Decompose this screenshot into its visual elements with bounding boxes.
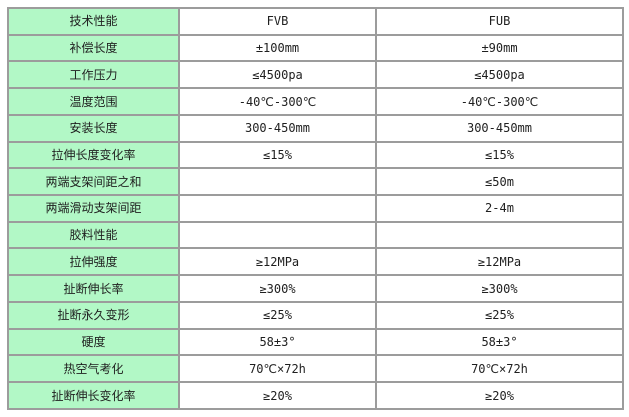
table-row: 拉伸强度 ≥12MPa ≥12MPa	[7, 247, 624, 277]
row-label-cell: 两端滑动支架间距	[7, 194, 180, 223]
row-label-cell: 硬度	[7, 327, 180, 357]
fub-value-cell: ≥12MPa	[375, 247, 624, 277]
row-label-cell: 两端支架间距之和	[7, 167, 180, 197]
fvb-value-cell: ≥300%	[178, 274, 377, 303]
fub-value-cell: 2-4m	[375, 194, 624, 223]
table-row: 温度范围 -40℃-300℃ -40℃-300℃	[7, 87, 624, 116]
fvb-value-cell	[178, 194, 377, 223]
fub-value-cell	[375, 220, 624, 250]
spec-table-body: 技术性能 FVB FUB 补偿长度 ±100mm ±90mm 工作压力 ≤450…	[7, 7, 624, 410]
fub-value-cell: ≤25%	[375, 300, 624, 330]
fub-value-cell: FUB	[375, 7, 624, 36]
row-label-cell: 扯断永久变形	[7, 300, 180, 330]
table-row: 扯断伸长变化率 ≥20% ≥20%	[7, 381, 624, 410]
table-header-row: 技术性能 FVB FUB	[7, 7, 624, 36]
fub-value-cell: ≥20%	[375, 381, 624, 410]
row-label-cell: 安装长度	[7, 113, 180, 143]
fvb-value-cell: 70℃×72h	[178, 354, 377, 384]
row-label-cell: 拉伸长度变化率	[7, 140, 180, 170]
row-label-cell: 胶料性能	[7, 220, 180, 250]
fub-value-cell: ≤15%	[375, 140, 624, 170]
fub-value-cell: ≥300%	[375, 274, 624, 303]
table-row: 硬度 58±3° 58±3°	[7, 327, 624, 357]
fub-value-cell: 70℃×72h	[375, 354, 624, 384]
fub-value-cell: -40℃-300℃	[375, 87, 624, 116]
table-row: 胶料性能	[7, 220, 624, 250]
fub-value-cell: 58±3°	[375, 327, 624, 357]
row-label-cell: 技术性能	[7, 7, 180, 36]
table-row: 两端支架间距之和 ≤50m	[7, 167, 624, 197]
row-label-cell: 扯断伸长率	[7, 274, 180, 303]
fvb-value-cell: ≤25%	[178, 300, 377, 330]
spec-table-container: 技术性能 FVB FUB 补偿长度 ±100mm ±90mm 工作压力 ≤450…	[7, 7, 624, 410]
fvb-value-cell	[178, 167, 377, 197]
fvb-value-cell	[178, 220, 377, 250]
table-row: 热空气考化 70℃×72h 70℃×72h	[7, 354, 624, 384]
row-label-cell: 温度范围	[7, 87, 180, 116]
table-row: 补偿长度 ±100mm ±90mm	[7, 33, 624, 63]
fvb-value-cell: 300-450mm	[178, 113, 377, 143]
fub-value-cell: ≤50m	[375, 167, 624, 197]
table-row: 工作压力 ≤4500pa ≤4500pa	[7, 60, 624, 90]
row-label-cell: 补偿长度	[7, 33, 180, 63]
fvb-value-cell: 58±3°	[178, 327, 377, 357]
row-label-cell: 工作压力	[7, 60, 180, 90]
fvb-value-cell: -40℃-300℃	[178, 87, 377, 116]
fvb-value-cell: ±100mm	[178, 33, 377, 63]
row-label-cell: 扯断伸长变化率	[7, 381, 180, 410]
table-row: 两端滑动支架间距 2-4m	[7, 194, 624, 223]
fub-value-cell: 300-450mm	[375, 113, 624, 143]
table-row: 安装长度 300-450mm 300-450mm	[7, 113, 624, 143]
fvb-value-cell: FVB	[178, 7, 377, 36]
table-row: 扯断伸长率 ≥300% ≥300%	[7, 274, 624, 303]
fvb-value-cell: ≥12MPa	[178, 247, 377, 277]
table-row: 扯断永久变形 ≤25% ≤25%	[7, 300, 624, 330]
fvb-value-cell: ≥20%	[178, 381, 377, 410]
fvb-value-cell: ≤15%	[178, 140, 377, 170]
row-label-cell: 拉伸强度	[7, 247, 180, 277]
row-label-cell: 热空气考化	[7, 354, 180, 384]
spec-table: 技术性能 FVB FUB 补偿长度 ±100mm ±90mm 工作压力 ≤450…	[7, 7, 624, 410]
table-row: 拉伸长度变化率 ≤15% ≤15%	[7, 140, 624, 170]
fub-value-cell: ≤4500pa	[375, 60, 624, 90]
fub-value-cell: ±90mm	[375, 33, 624, 63]
fvb-value-cell: ≤4500pa	[178, 60, 377, 90]
